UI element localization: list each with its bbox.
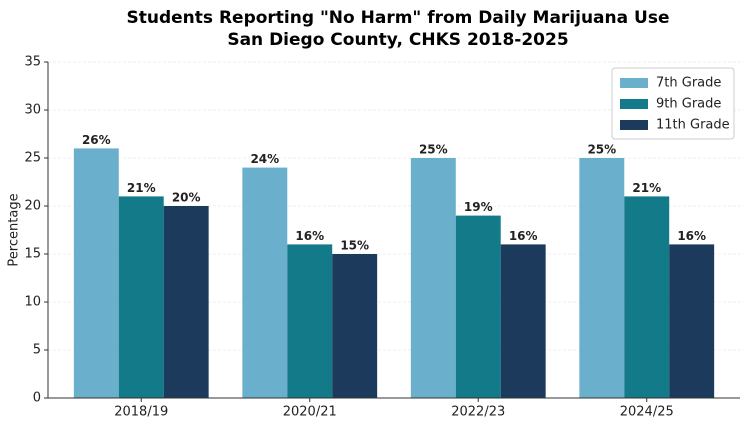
x-tick-label: 2022/23 <box>451 405 505 420</box>
x-tick-label: 2020/21 <box>283 405 337 420</box>
y-tick-label: 30 <box>24 103 41 118</box>
bar <box>410 158 456 398</box>
bar <box>579 158 625 398</box>
chart-title: San Diego County, CHKS 2018-2025 <box>227 30 568 50</box>
legend-label: 7th Grade <box>656 76 721 91</box>
x-tick-label: 2024/25 <box>620 405 674 420</box>
y-tick-label: 20 <box>24 199 41 214</box>
bar <box>455 215 501 398</box>
chart-title: Students Reporting "No Harm" from Daily … <box>127 8 670 28</box>
y-tick-label: 5 <box>33 343 41 358</box>
legend-swatch <box>620 99 648 109</box>
x-tick-label: 2018/19 <box>114 405 168 420</box>
y-tick-label: 15 <box>24 247 41 262</box>
bar <box>287 244 333 398</box>
y-tick-label: 25 <box>24 151 41 166</box>
legend-label: 9th Grade <box>656 97 721 112</box>
legend-label: 11th Grade <box>656 118 730 133</box>
value-label: 16% <box>677 229 706 243</box>
bar <box>73 148 119 398</box>
value-label: 26% <box>82 133 111 147</box>
value-label: 16% <box>295 229 324 243</box>
y-axis-label: Percentage <box>7 193 22 266</box>
bar <box>332 254 378 398</box>
value-label: 19% <box>464 200 493 214</box>
bar <box>669 244 715 398</box>
value-label: 21% <box>632 181 661 195</box>
bar <box>242 167 288 398</box>
value-label: 20% <box>172 191 201 205</box>
y-tick-label: 35 <box>24 55 41 70</box>
y-tick-label: 10 <box>24 295 41 310</box>
y-tick-label: 0 <box>33 391 41 406</box>
legend-swatch <box>620 120 648 130</box>
value-label: 15% <box>340 239 369 253</box>
value-label: 25% <box>419 143 448 157</box>
bar <box>118 196 164 398</box>
value-label: 21% <box>127 181 156 195</box>
legend-swatch <box>620 78 648 88</box>
bar <box>624 196 670 398</box>
bar <box>163 206 209 398</box>
value-label: 16% <box>509 229 538 243</box>
bar <box>500 244 546 398</box>
value-label: 24% <box>250 152 279 166</box>
value-label: 25% <box>587 143 616 157</box>
